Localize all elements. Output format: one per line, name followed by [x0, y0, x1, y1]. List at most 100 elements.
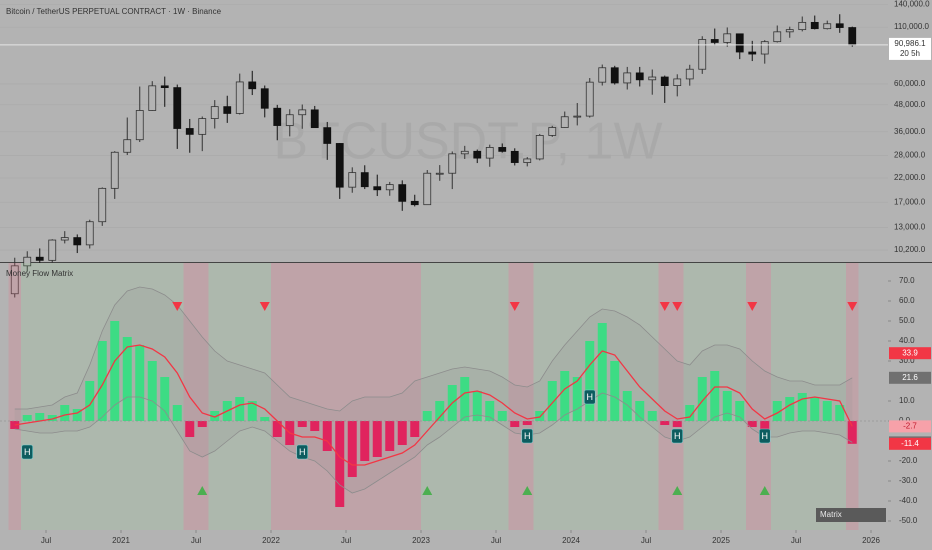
candle-body — [35, 256, 44, 261]
y-tick-label: 48,000.0 — [894, 100, 926, 109]
candle-body — [435, 172, 444, 175]
x-tick-label: 2024 — [562, 536, 580, 545]
x-tick-label: Jul — [341, 536, 351, 545]
x-tick-label: 2022 — [262, 536, 280, 545]
candle-body — [323, 127, 332, 144]
histogram-bar — [347, 421, 357, 477]
candle-body — [348, 172, 357, 188]
candle-body — [835, 23, 844, 28]
histogram-bar — [710, 371, 720, 421]
candle-body — [135, 110, 144, 141]
histogram-value-label: -11.4 — [901, 439, 919, 448]
y-tick-label: -50.0 — [899, 516, 918, 525]
histogram-bar — [822, 401, 832, 421]
background-zone — [221, 263, 234, 530]
candle-body — [460, 150, 469, 155]
candle-body — [723, 33, 732, 43]
histogram-bar — [585, 341, 595, 421]
candle-body — [285, 114, 294, 126]
line-value-label-box — [889, 420, 931, 433]
histogram-bar — [322, 421, 332, 451]
candle-body — [235, 81, 244, 114]
histogram-bar — [22, 415, 32, 421]
histogram-bar — [422, 411, 432, 421]
y-tick-label: 140,000.0 — [894, 0, 930, 9]
candle-body — [773, 31, 782, 43]
background-zone — [683, 263, 696, 530]
histogram-bar — [360, 421, 370, 461]
candle-body — [23, 256, 32, 267]
watermark: BTCUSDT.P, 1W — [273, 113, 662, 171]
candle-body — [373, 186, 382, 191]
histogram-bar — [247, 401, 257, 421]
candle-body — [60, 237, 69, 241]
last-price-label: 90,986.1 — [894, 39, 926, 48]
level-label-box — [889, 347, 931, 360]
candle-body — [485, 147, 494, 159]
background-zone — [233, 263, 246, 530]
y-tick-label: -30.0 — [899, 476, 918, 485]
histogram-bar — [722, 391, 732, 421]
histogram-bar — [497, 411, 507, 421]
y-tick-label: 36,000.0 — [894, 127, 926, 136]
x-tick-label: Jul — [791, 536, 801, 545]
background-zone — [33, 263, 46, 530]
histogram-bar — [210, 411, 220, 421]
background-zone — [246, 263, 259, 530]
histogram-bar — [560, 371, 570, 421]
histogram-bar — [235, 397, 245, 421]
h-marker — [296, 444, 309, 460]
histogram-bar — [35, 413, 45, 421]
candle-body — [598, 67, 607, 83]
y-tick-label: 10.0 — [899, 396, 915, 405]
candle-body — [710, 39, 719, 43]
y-tick-label: 70.0 — [899, 276, 915, 285]
histogram-bar — [385, 421, 395, 451]
histogram-bar — [635, 401, 645, 421]
histogram-bar — [810, 397, 820, 421]
histogram-bar — [60, 405, 70, 421]
candle-body — [523, 158, 532, 163]
candle-body — [498, 147, 507, 152]
histogram-bar — [97, 341, 107, 421]
band-fill — [14, 287, 853, 493]
background-zone — [733, 263, 746, 530]
candle-body — [798, 21, 807, 31]
background-zone — [271, 263, 284, 530]
background-zone — [646, 263, 659, 530]
histogram-bar — [122, 337, 132, 421]
background-zone — [408, 263, 421, 530]
line-value-label-box — [889, 371, 931, 384]
histogram-bar — [572, 377, 582, 421]
indicator-line — [14, 392, 853, 494]
y-tick-label: 13,000.0 — [894, 222, 926, 231]
candle-body — [310, 109, 319, 129]
indicator-line — [14, 344, 853, 466]
background-zone — [46, 263, 59, 530]
histogram-bar — [510, 421, 520, 427]
h-marker — [758, 428, 771, 444]
candle-body — [398, 184, 407, 202]
background-zone — [8, 263, 21, 530]
candle-body — [548, 127, 557, 136]
sell-signal — [847, 302, 858, 311]
x-tick-label: Jul — [41, 536, 51, 545]
histogram-bar — [85, 381, 95, 421]
sell-signal — [747, 302, 758, 311]
candle-body — [785, 29, 794, 33]
chart-title: Bitcoin / TetherUS PERPETUAL CONTRACT · … — [6, 7, 222, 16]
background-zone — [746, 263, 759, 530]
badge: Matrix — [820, 510, 842, 519]
candle-body — [673, 78, 682, 86]
sell-signal — [172, 302, 183, 311]
background-zone — [21, 263, 34, 530]
buy-signal — [422, 486, 433, 495]
level-label: 33.9 — [902, 348, 918, 357]
indicator-line — [14, 286, 853, 412]
background-zone — [208, 263, 221, 530]
y-tick-label: 60.0 — [899, 296, 915, 305]
candle-body — [648, 76, 657, 81]
x-tick-label: 2021 — [112, 536, 130, 545]
histogram-bar — [847, 421, 857, 444]
